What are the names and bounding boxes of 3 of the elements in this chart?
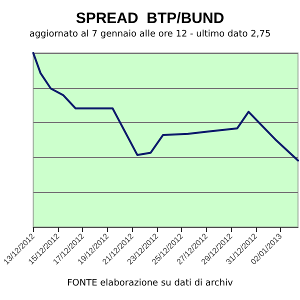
chart-subtitle: aggiornato al 7 gennaio alle ore 12 - ultimo dato 2,75 (29, 30, 271, 40)
chart-title: SPREAD BTP/BUND (76, 10, 224, 27)
source-note: FONTE elaborazione su dati di archiv (67, 278, 234, 288)
